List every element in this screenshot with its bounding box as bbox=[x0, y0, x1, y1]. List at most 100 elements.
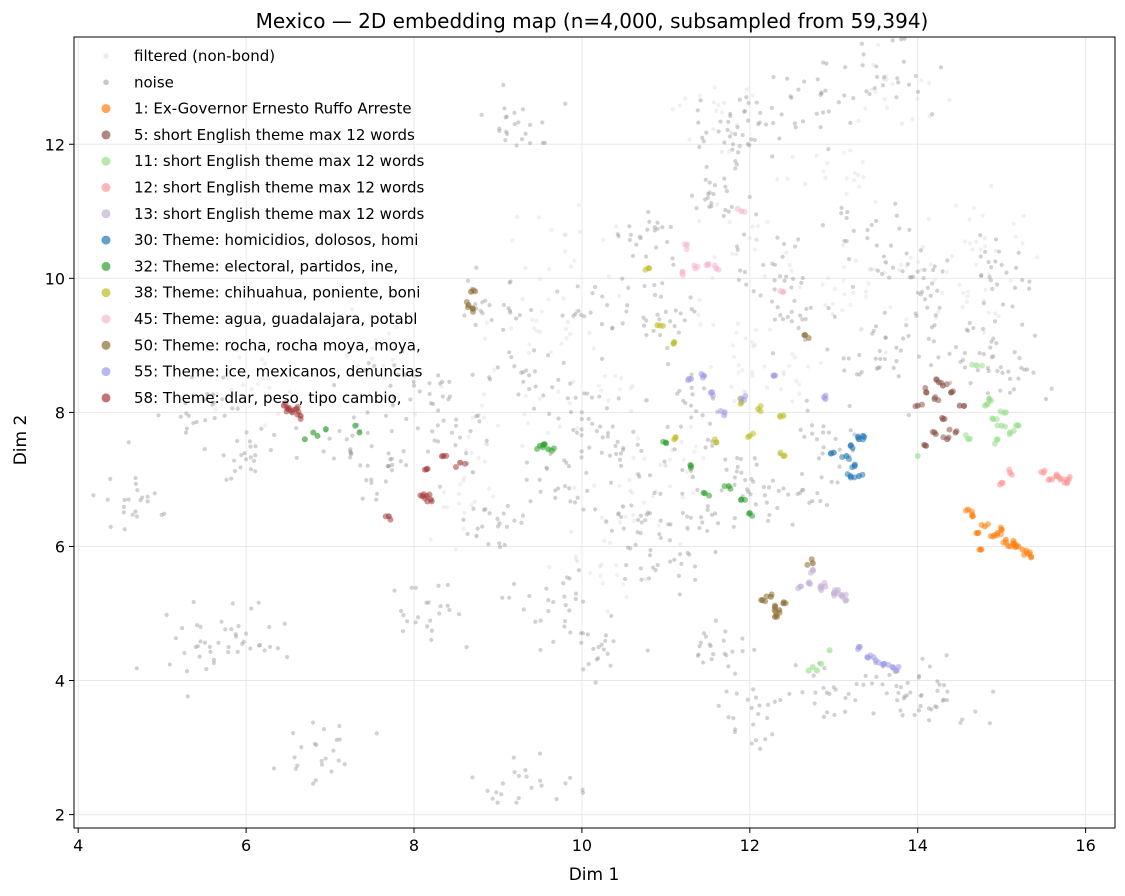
scatter-point bbox=[599, 322, 605, 327]
scatter-point bbox=[600, 356, 605, 362]
scatter-point bbox=[668, 559, 673, 564]
scatter-point bbox=[221, 375, 226, 380]
scatter-point bbox=[631, 455, 636, 460]
scatter-point bbox=[824, 502, 830, 508]
scatter-point bbox=[749, 705, 754, 711]
scatter-point bbox=[874, 366, 880, 371]
scatter-point bbox=[804, 398, 809, 403]
scatter-point bbox=[514, 143, 519, 148]
scatter-point bbox=[616, 234, 621, 239]
scatter-point bbox=[644, 332, 649, 338]
scatter-point bbox=[761, 485, 766, 490]
scatter-point bbox=[874, 218, 879, 224]
scatter-point bbox=[849, 464, 856, 471]
scatter-point bbox=[915, 259, 921, 265]
x-tick-label: 6 bbox=[241, 836, 251, 855]
scatter-point bbox=[898, 262, 904, 268]
scatter-point bbox=[607, 540, 613, 545]
scatter-point bbox=[769, 105, 774, 111]
scatter-point bbox=[803, 181, 808, 187]
scatter-point bbox=[678, 542, 683, 547]
scatter-point bbox=[182, 650, 187, 656]
scatter-point bbox=[294, 403, 301, 410]
scatter-point bbox=[605, 434, 610, 439]
scatter-point bbox=[861, 52, 866, 57]
scatter-point bbox=[563, 249, 568, 254]
scatter-point bbox=[548, 349, 553, 355]
scatter-point bbox=[877, 348, 882, 354]
scatter-point bbox=[938, 65, 944, 70]
scatter-point bbox=[573, 591, 579, 596]
scatter-point bbox=[607, 453, 613, 458]
scatter-point bbox=[430, 429, 435, 434]
scatter-point bbox=[556, 416, 561, 421]
scatter-point bbox=[926, 81, 932, 86]
scatter-point bbox=[701, 631, 707, 636]
scatter-point bbox=[287, 407, 294, 414]
scatter-point bbox=[958, 720, 963, 725]
scatter-point bbox=[609, 326, 615, 331]
scatter-point bbox=[489, 317, 494, 323]
scatter-point bbox=[754, 237, 759, 242]
scatter-point bbox=[487, 375, 492, 380]
scatter-point bbox=[708, 643, 713, 649]
scatter-point bbox=[894, 345, 899, 350]
scatter-point bbox=[851, 96, 856, 101]
scatter-point bbox=[993, 248, 998, 254]
scatter-point bbox=[999, 479, 1006, 486]
scatter-point bbox=[688, 424, 693, 429]
scatter-point bbox=[329, 769, 334, 774]
scatter-point bbox=[539, 444, 546, 451]
scatter-point bbox=[899, 37, 904, 42]
scatter-point bbox=[719, 488, 724, 493]
scatter-point bbox=[723, 184, 728, 189]
scatter-point bbox=[900, 713, 905, 718]
scatter-point bbox=[981, 352, 986, 357]
scatter-point bbox=[1013, 265, 1019, 271]
scatter-point bbox=[941, 415, 948, 422]
scatter-point bbox=[926, 718, 932, 723]
scatter-point bbox=[770, 154, 775, 159]
scatter-point bbox=[980, 213, 985, 218]
scatter-point bbox=[1037, 468, 1044, 475]
scatter-point bbox=[627, 237, 632, 243]
scatter-point bbox=[941, 683, 947, 688]
scatter-point bbox=[484, 438, 489, 443]
scatter-point bbox=[900, 336, 906, 341]
scatter-point bbox=[504, 524, 510, 529]
scatter-point bbox=[975, 368, 981, 373]
scatter-point bbox=[537, 396, 542, 401]
scatter-point bbox=[601, 647, 606, 652]
scatter-point bbox=[470, 775, 475, 780]
scatter-point bbox=[618, 451, 624, 456]
scatter-point bbox=[122, 527, 127, 532]
scatter-point bbox=[573, 395, 578, 400]
scatter-point bbox=[723, 207, 728, 213]
scatter-point bbox=[581, 314, 587, 319]
scatter-point bbox=[753, 502, 758, 507]
scatter-point bbox=[538, 489, 543, 494]
scatter-point bbox=[566, 464, 572, 469]
scatter-point bbox=[742, 269, 747, 275]
scatter-point bbox=[449, 430, 455, 435]
scatter-point bbox=[365, 410, 370, 415]
scatter-point bbox=[603, 633, 609, 638]
scatter-point bbox=[753, 695, 759, 700]
scatter-point bbox=[592, 507, 598, 512]
scatter-point bbox=[556, 486, 561, 491]
data-points bbox=[91, 36, 1073, 805]
scatter-point bbox=[689, 193, 695, 198]
scatter-point bbox=[746, 100, 751, 106]
scatter-point bbox=[709, 204, 714, 209]
scatter-point bbox=[800, 690, 805, 695]
scatter-point bbox=[229, 387, 234, 392]
scatter-point bbox=[462, 510, 467, 516]
scatter-point bbox=[730, 343, 736, 348]
scatter-point bbox=[605, 651, 610, 656]
scatter-point bbox=[415, 426, 420, 431]
scatter-point bbox=[864, 89, 869, 94]
scatter-point bbox=[592, 483, 597, 488]
scatter-point bbox=[1021, 213, 1026, 219]
scatter-point bbox=[319, 762, 325, 767]
scatter-point bbox=[861, 175, 866, 180]
